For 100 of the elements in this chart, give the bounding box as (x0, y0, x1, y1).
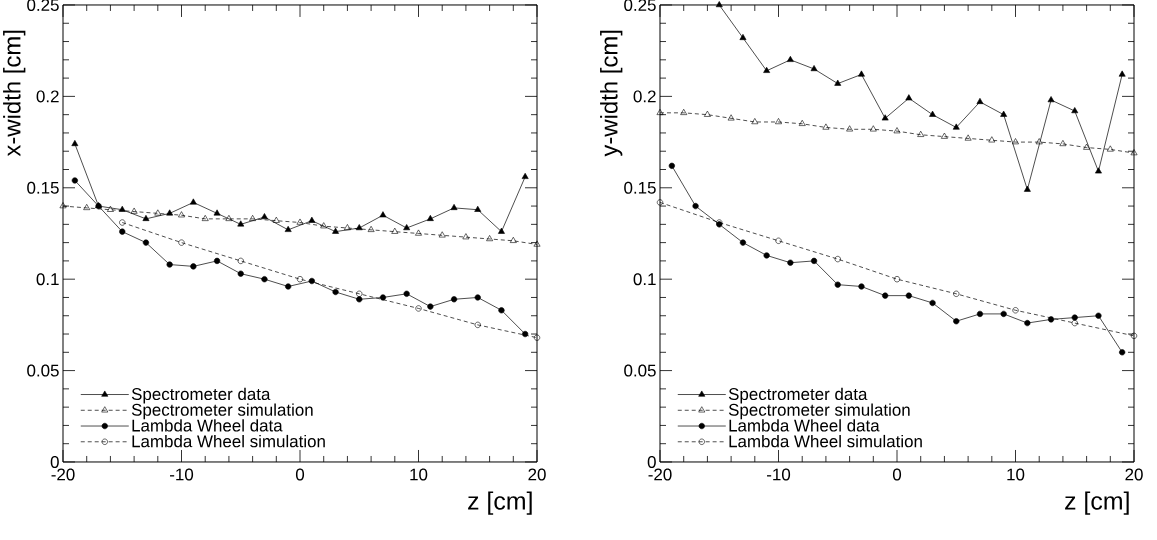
point (332, 227, 339, 234)
point (953, 318, 960, 325)
legend-label: Lambda Wheel simulation (729, 434, 922, 448)
point (1047, 96, 1055, 103)
point (379, 211, 387, 218)
point (178, 239, 185, 246)
point (296, 218, 304, 225)
point (1035, 138, 1043, 145)
x-tick-label: -20 (51, 468, 75, 481)
point (893, 276, 901, 283)
point (1023, 185, 1031, 192)
x-tick-label: 10 (1007, 468, 1025, 481)
x-tick-label: 10 (410, 468, 428, 481)
point (308, 216, 316, 223)
point (656, 199, 664, 206)
point (178, 211, 185, 218)
point (119, 219, 126, 226)
point (403, 290, 410, 297)
point (427, 303, 434, 310)
point (1118, 70, 1126, 77)
point (1071, 319, 1078, 327)
x-tick-label: 0 (295, 468, 305, 481)
point (858, 70, 865, 77)
point (763, 66, 771, 73)
x-axis-title: z [cm] (1065, 491, 1129, 515)
point (869, 125, 877, 132)
x-axis-title: z [cm] (468, 491, 532, 515)
x-tick-label: -20 (648, 468, 672, 481)
y-tick-label: 0.2 (36, 90, 59, 103)
y-tick-label: 0.1 (633, 273, 656, 286)
legend-label: Spectrometer data (728, 387, 868, 404)
point (367, 225, 375, 232)
y-tick-label: 0.2 (633, 90, 656, 103)
point (1071, 314, 1078, 321)
point (59, 202, 67, 209)
legend-label: Lambda Wheel data (132, 419, 283, 432)
point (1047, 316, 1055, 323)
point (119, 228, 126, 235)
point (533, 334, 541, 341)
point (988, 136, 996, 143)
point (142, 239, 150, 246)
point (846, 125, 854, 132)
point (356, 290, 363, 297)
point (834, 79, 842, 86)
point (976, 97, 984, 104)
y-axis-title: y-width [cm] (600, 30, 623, 157)
point (739, 34, 747, 40)
point (775, 118, 782, 125)
point (786, 55, 794, 62)
point (474, 294, 481, 301)
point (822, 123, 830, 130)
point (893, 127, 901, 134)
point (1095, 312, 1102, 319)
point (763, 252, 770, 259)
point (656, 108, 664, 115)
point (680, 108, 688, 115)
point (403, 224, 411, 231)
point (810, 257, 818, 264)
point (344, 224, 351, 231)
point (107, 205, 114, 212)
point (83, 204, 91, 210)
legend-label: Spectrometer data (131, 387, 271, 404)
point (450, 204, 458, 210)
point (272, 216, 280, 223)
point (509, 236, 517, 243)
point (787, 259, 794, 266)
point (450, 296, 458, 303)
point (1095, 167, 1102, 174)
point (261, 276, 268, 283)
point (225, 214, 233, 221)
point (284, 225, 292, 232)
point (498, 307, 505, 314)
point (296, 276, 304, 283)
point (166, 261, 173, 268)
point (1130, 149, 1138, 156)
point (308, 277, 315, 285)
point (834, 281, 841, 288)
point (142, 214, 150, 221)
point (964, 134, 972, 141)
point (953, 290, 960, 297)
point (462, 233, 470, 240)
point (522, 330, 529, 338)
point (1024, 319, 1031, 327)
point (213, 257, 221, 264)
legend-label: Lambda Wheel simulation (132, 434, 325, 448)
point (1000, 310, 1007, 317)
point (249, 214, 257, 221)
point (1119, 349, 1126, 356)
y-tick-label: 0 (50, 455, 59, 468)
point (190, 263, 197, 270)
y-tick-label: 0.05 (624, 364, 656, 377)
point (882, 292, 889, 299)
point (332, 288, 339, 296)
point (201, 214, 209, 221)
point (130, 207, 138, 214)
point (261, 213, 268, 220)
point (498, 227, 505, 234)
y-tick-label: 0.15 (27, 181, 59, 194)
x-tick-label: -10 (170, 468, 194, 481)
point (1130, 332, 1138, 339)
